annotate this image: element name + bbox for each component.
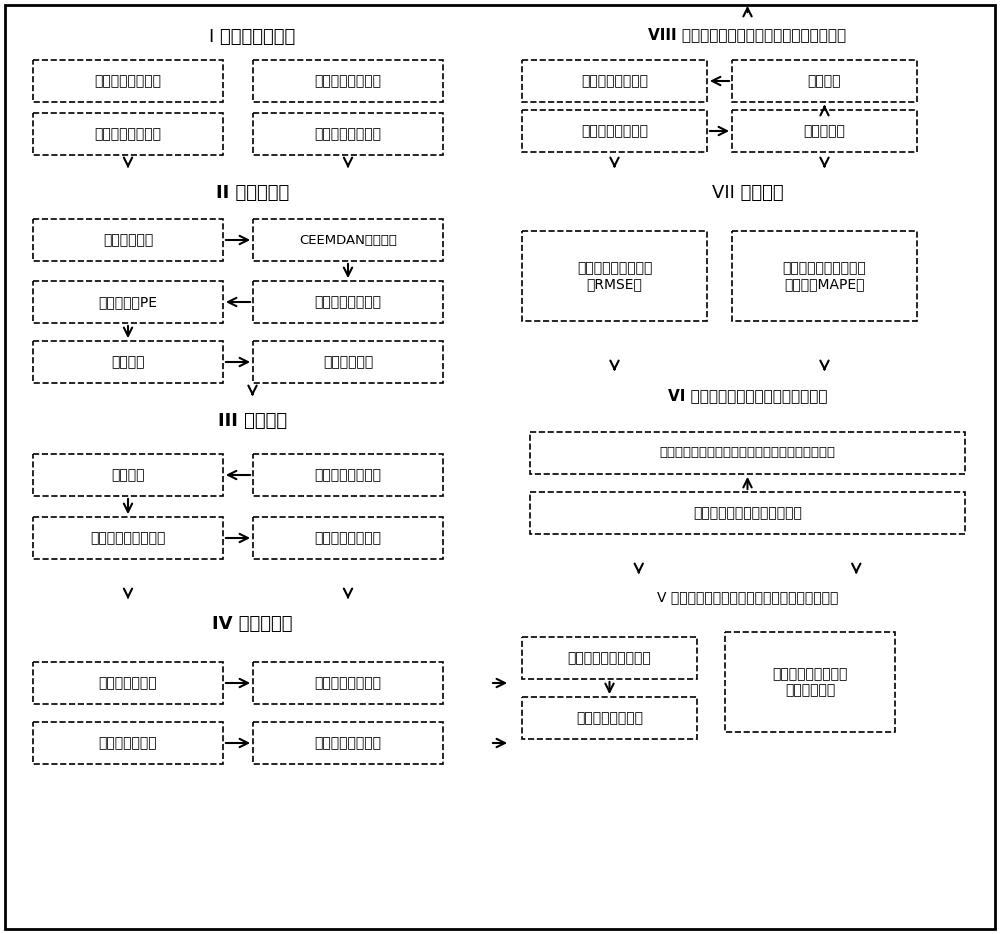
Text: 对应因变量训练集: 对应因变量训练集 [314, 676, 382, 690]
Text: 信号重构去噪: 信号重构去噪 [323, 355, 373, 369]
Bar [530, 432, 965, 474]
Bar [33, 722, 223, 764]
Bar [522, 110, 707, 152]
Bar [253, 219, 443, 261]
Text: 特征选择: 特征选择 [808, 74, 841, 88]
Text: CEEMDAN信号分解: CEEMDAN信号分解 [299, 234, 397, 247]
Bar [253, 662, 443, 704]
Text: VI 更新模型参数，获得滚动预测模型: VI 更新模型参数，获得滚动预测模型 [668, 389, 827, 403]
Bar [33, 517, 223, 559]
Text: 解释变量测试集: 解释变量测试集 [99, 736, 157, 750]
Text: VIII 根据获得模型，输出光伏发电功率预测值: VIII 根据获得模型，输出光伏发电功率预测值 [648, 27, 847, 43]
Bar [253, 341, 443, 383]
Bar [510, 577, 985, 772]
Bar [522, 637, 697, 679]
Text: 继续采集传感数据: 继续采集传感数据 [581, 124, 648, 138]
Bar [522, 697, 697, 739]
Bar [732, 231, 917, 321]
Bar [253, 113, 443, 155]
Text: 系统自身状况数据: 系统自身状况数据 [314, 127, 382, 141]
Text: IV 数据集划分: IV 数据集划分 [212, 615, 293, 633]
Text: 构建多尺度高斯核偏
最小二乘模型: 构建多尺度高斯核偏 最小二乘模型 [772, 667, 848, 697]
Text: 采用均方根误差指标
（RMSE）: 采用均方根误差指标 （RMSE） [577, 261, 652, 291]
Text: 采用平均绝对百分比误
差指标（MAPE）: 采用平均绝对百分比误 差指标（MAPE） [783, 261, 866, 291]
Bar [15, 171, 490, 391]
Text: 代入滚动预测模型: 代入滚动预测模型 [581, 74, 648, 88]
Bar [33, 219, 223, 261]
Bar [15, 602, 490, 797]
Text: 对应因变量测试集: 对应因变量测试集 [314, 736, 382, 750]
Text: 计算核格拉姆矩阵: 计算核格拉姆矩阵 [576, 711, 643, 725]
Bar [725, 632, 895, 732]
Bar [732, 60, 917, 102]
Bar [253, 60, 443, 102]
Bar [15, 399, 490, 594]
Bar [253, 281, 443, 323]
Bar [253, 722, 443, 764]
Bar [510, 374, 985, 569]
Bar [33, 281, 223, 323]
Bar [253, 454, 443, 496]
Bar [33, 60, 223, 102]
Text: V 构建因变量与解释变量间多元非线性回归模型: V 构建因变量与解释变量间多元非线性回归模型 [657, 590, 838, 604]
Text: 对应因变量数据集: 对应因变量数据集 [314, 531, 382, 545]
Text: 获得解释变量数据集: 获得解释变量数据集 [90, 531, 166, 545]
Bar [253, 517, 443, 559]
Text: 舍弃旧样本，添加新样本，重新计算核格拉姆矩阵: 舍弃旧样本，添加新样本，重新计算核格拉姆矩阵 [660, 446, 836, 460]
Text: 阈值滤波: 阈值滤波 [111, 355, 145, 369]
Text: 太阳辐射强度数据: 太阳辐射强度数据 [314, 74, 382, 88]
Text: 获得内在模式分量: 获得内在模式分量 [314, 295, 382, 309]
Text: III 特征选择: III 特征选择 [218, 412, 287, 430]
Bar [530, 492, 965, 534]
Text: 设定滑动窗口长度和滑动步长: 设定滑动窗口长度和滑动步长 [693, 506, 802, 520]
Text: 设计多尺度高斯核函数: 设计多尺度高斯核函数 [568, 651, 651, 665]
Text: 当地气象状况数据: 当地气象状况数据 [94, 74, 162, 88]
Text: 计算相关系数矩阵: 计算相关系数矩阵 [314, 468, 382, 482]
Text: 异常数据处理: 异常数据处理 [103, 233, 153, 247]
Text: VII 模型验证: VII 模型验证 [712, 184, 783, 202]
Bar [510, 15, 985, 163]
Bar [33, 662, 223, 704]
Text: I 获取历史数据集: I 获取历史数据集 [209, 28, 296, 46]
Bar [732, 110, 917, 152]
Bar [33, 341, 223, 383]
Bar [33, 113, 223, 155]
Text: 阈值滤波: 阈值滤波 [111, 468, 145, 482]
Text: II 数据预处理: II 数据预处理 [216, 184, 289, 202]
Text: 计算排列熵PE: 计算排列熵PE [98, 295, 158, 309]
Text: 数据预处理: 数据预处理 [804, 124, 845, 138]
Text: 光伏发电功率数据: 光伏发电功率数据 [94, 127, 162, 141]
Bar [15, 15, 490, 163]
Text: 解释变量训练集: 解释变量训练集 [99, 676, 157, 690]
Bar [522, 60, 707, 102]
Bar [522, 231, 707, 321]
Bar [510, 171, 985, 366]
Bar [33, 454, 223, 496]
